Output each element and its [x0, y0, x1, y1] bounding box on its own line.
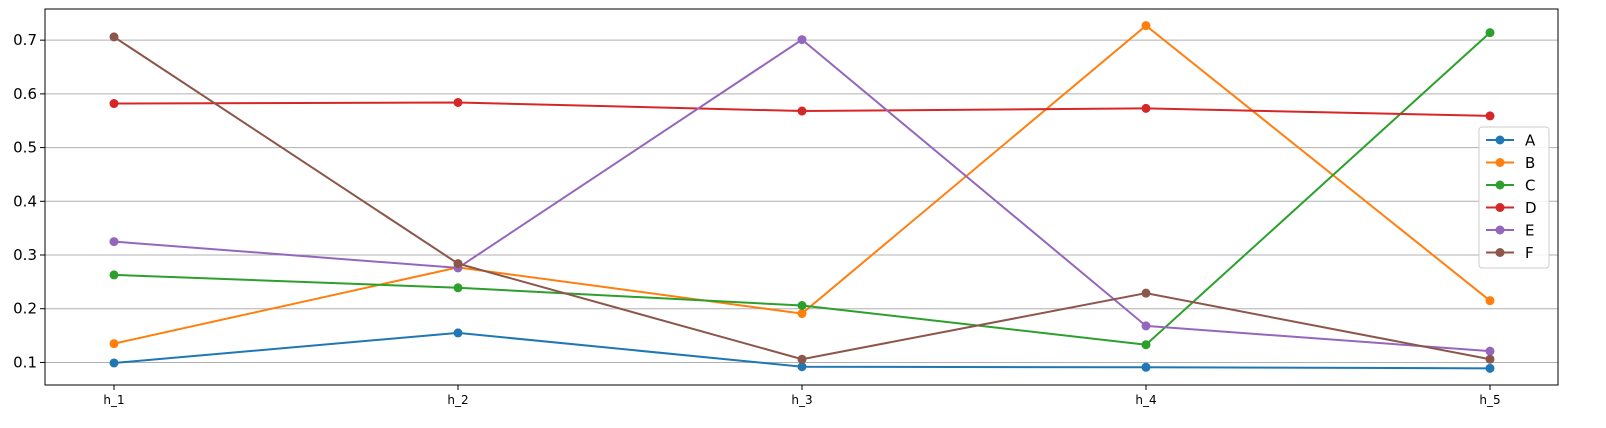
- legend-label: E: [1525, 222, 1534, 240]
- legend-item: C: [1486, 177, 1535, 195]
- data-point: [1485, 296, 1495, 306]
- legend-item: F: [1486, 244, 1534, 262]
- data-point: [1485, 346, 1495, 356]
- y-tick-label: 0.6: [13, 85, 37, 103]
- y-tick-label: 0.7: [13, 31, 37, 49]
- x-axis: h_1 h_2 h_3 h_4 h_5: [103, 385, 1501, 407]
- series-a: [109, 328, 1495, 373]
- data-point: [797, 106, 807, 116]
- legend-box: [1478, 126, 1550, 269]
- x-tick-label: h_2: [447, 393, 468, 407]
- data-point: [1485, 363, 1495, 373]
- legend-label: D: [1525, 199, 1537, 217]
- legend-swatch-marker: [1495, 203, 1505, 212]
- x-tick-label: h_1: [103, 393, 124, 407]
- series-f: [109, 32, 1495, 364]
- data-point: [1141, 21, 1151, 31]
- data-point: [109, 339, 119, 349]
- legend-swatch-marker: [1495, 225, 1505, 235]
- series-d: [109, 97, 1495, 121]
- data-point: [109, 270, 119, 280]
- data-point: [797, 35, 807, 45]
- data-point: [797, 309, 807, 319]
- legend-item: D: [1486, 199, 1537, 217]
- data-point: [797, 301, 807, 311]
- y-tick-label: 0.3: [13, 246, 37, 264]
- data-point: [1141, 288, 1151, 298]
- data-point: [797, 354, 807, 364]
- y-tick-label: 0.2: [13, 300, 37, 318]
- data-point: [109, 32, 119, 42]
- data-point: [453, 259, 463, 269]
- data-point: [109, 99, 119, 109]
- data-point: [453, 283, 463, 293]
- x-tick-label: h_5: [1479, 393, 1500, 407]
- series-group: [109, 21, 1495, 373]
- y-tick-label: 0.5: [13, 139, 37, 157]
- legend-swatch-marker: [1495, 180, 1505, 190]
- legend-swatch-marker: [1495, 135, 1505, 145]
- legend-label: B: [1525, 154, 1535, 172]
- legend-item: A: [1486, 132, 1536, 150]
- legend-swatch-marker: [1495, 248, 1505, 257]
- data-point: [1141, 103, 1151, 113]
- data-point: [109, 358, 119, 368]
- legend-label: A: [1525, 132, 1536, 150]
- legend-item: B: [1486, 154, 1535, 172]
- x-tick-label: h_4: [1135, 393, 1156, 407]
- y-tick-label: 0.1: [13, 353, 37, 371]
- legend-item: E: [1486, 222, 1534, 240]
- legend-swatch-marker: [1495, 158, 1505, 167]
- data-point: [1485, 111, 1495, 121]
- data-point: [797, 362, 807, 372]
- data-point: [453, 328, 463, 338]
- plot-frame: [44, 8, 1559, 386]
- data-point: [1141, 321, 1151, 331]
- y-axis: 0.1 0.2 0.3 0.4 0.5 0.6 0.7: [13, 31, 45, 371]
- series-b: [109, 21, 1495, 349]
- x-tick-label: h_3: [791, 393, 812, 407]
- series-c: [109, 28, 1495, 350]
- legend-label: F: [1525, 244, 1534, 262]
- data-point: [1141, 340, 1151, 350]
- data-point: [1141, 362, 1151, 372]
- series-line: [113, 24, 1491, 345]
- y-tick-label: 0.4: [13, 192, 37, 210]
- data-point: [109, 237, 119, 247]
- legend-label: C: [1525, 177, 1535, 195]
- data-point: [1485, 28, 1495, 38]
- data-point: [1485, 354, 1495, 364]
- data-point: [453, 97, 463, 107]
